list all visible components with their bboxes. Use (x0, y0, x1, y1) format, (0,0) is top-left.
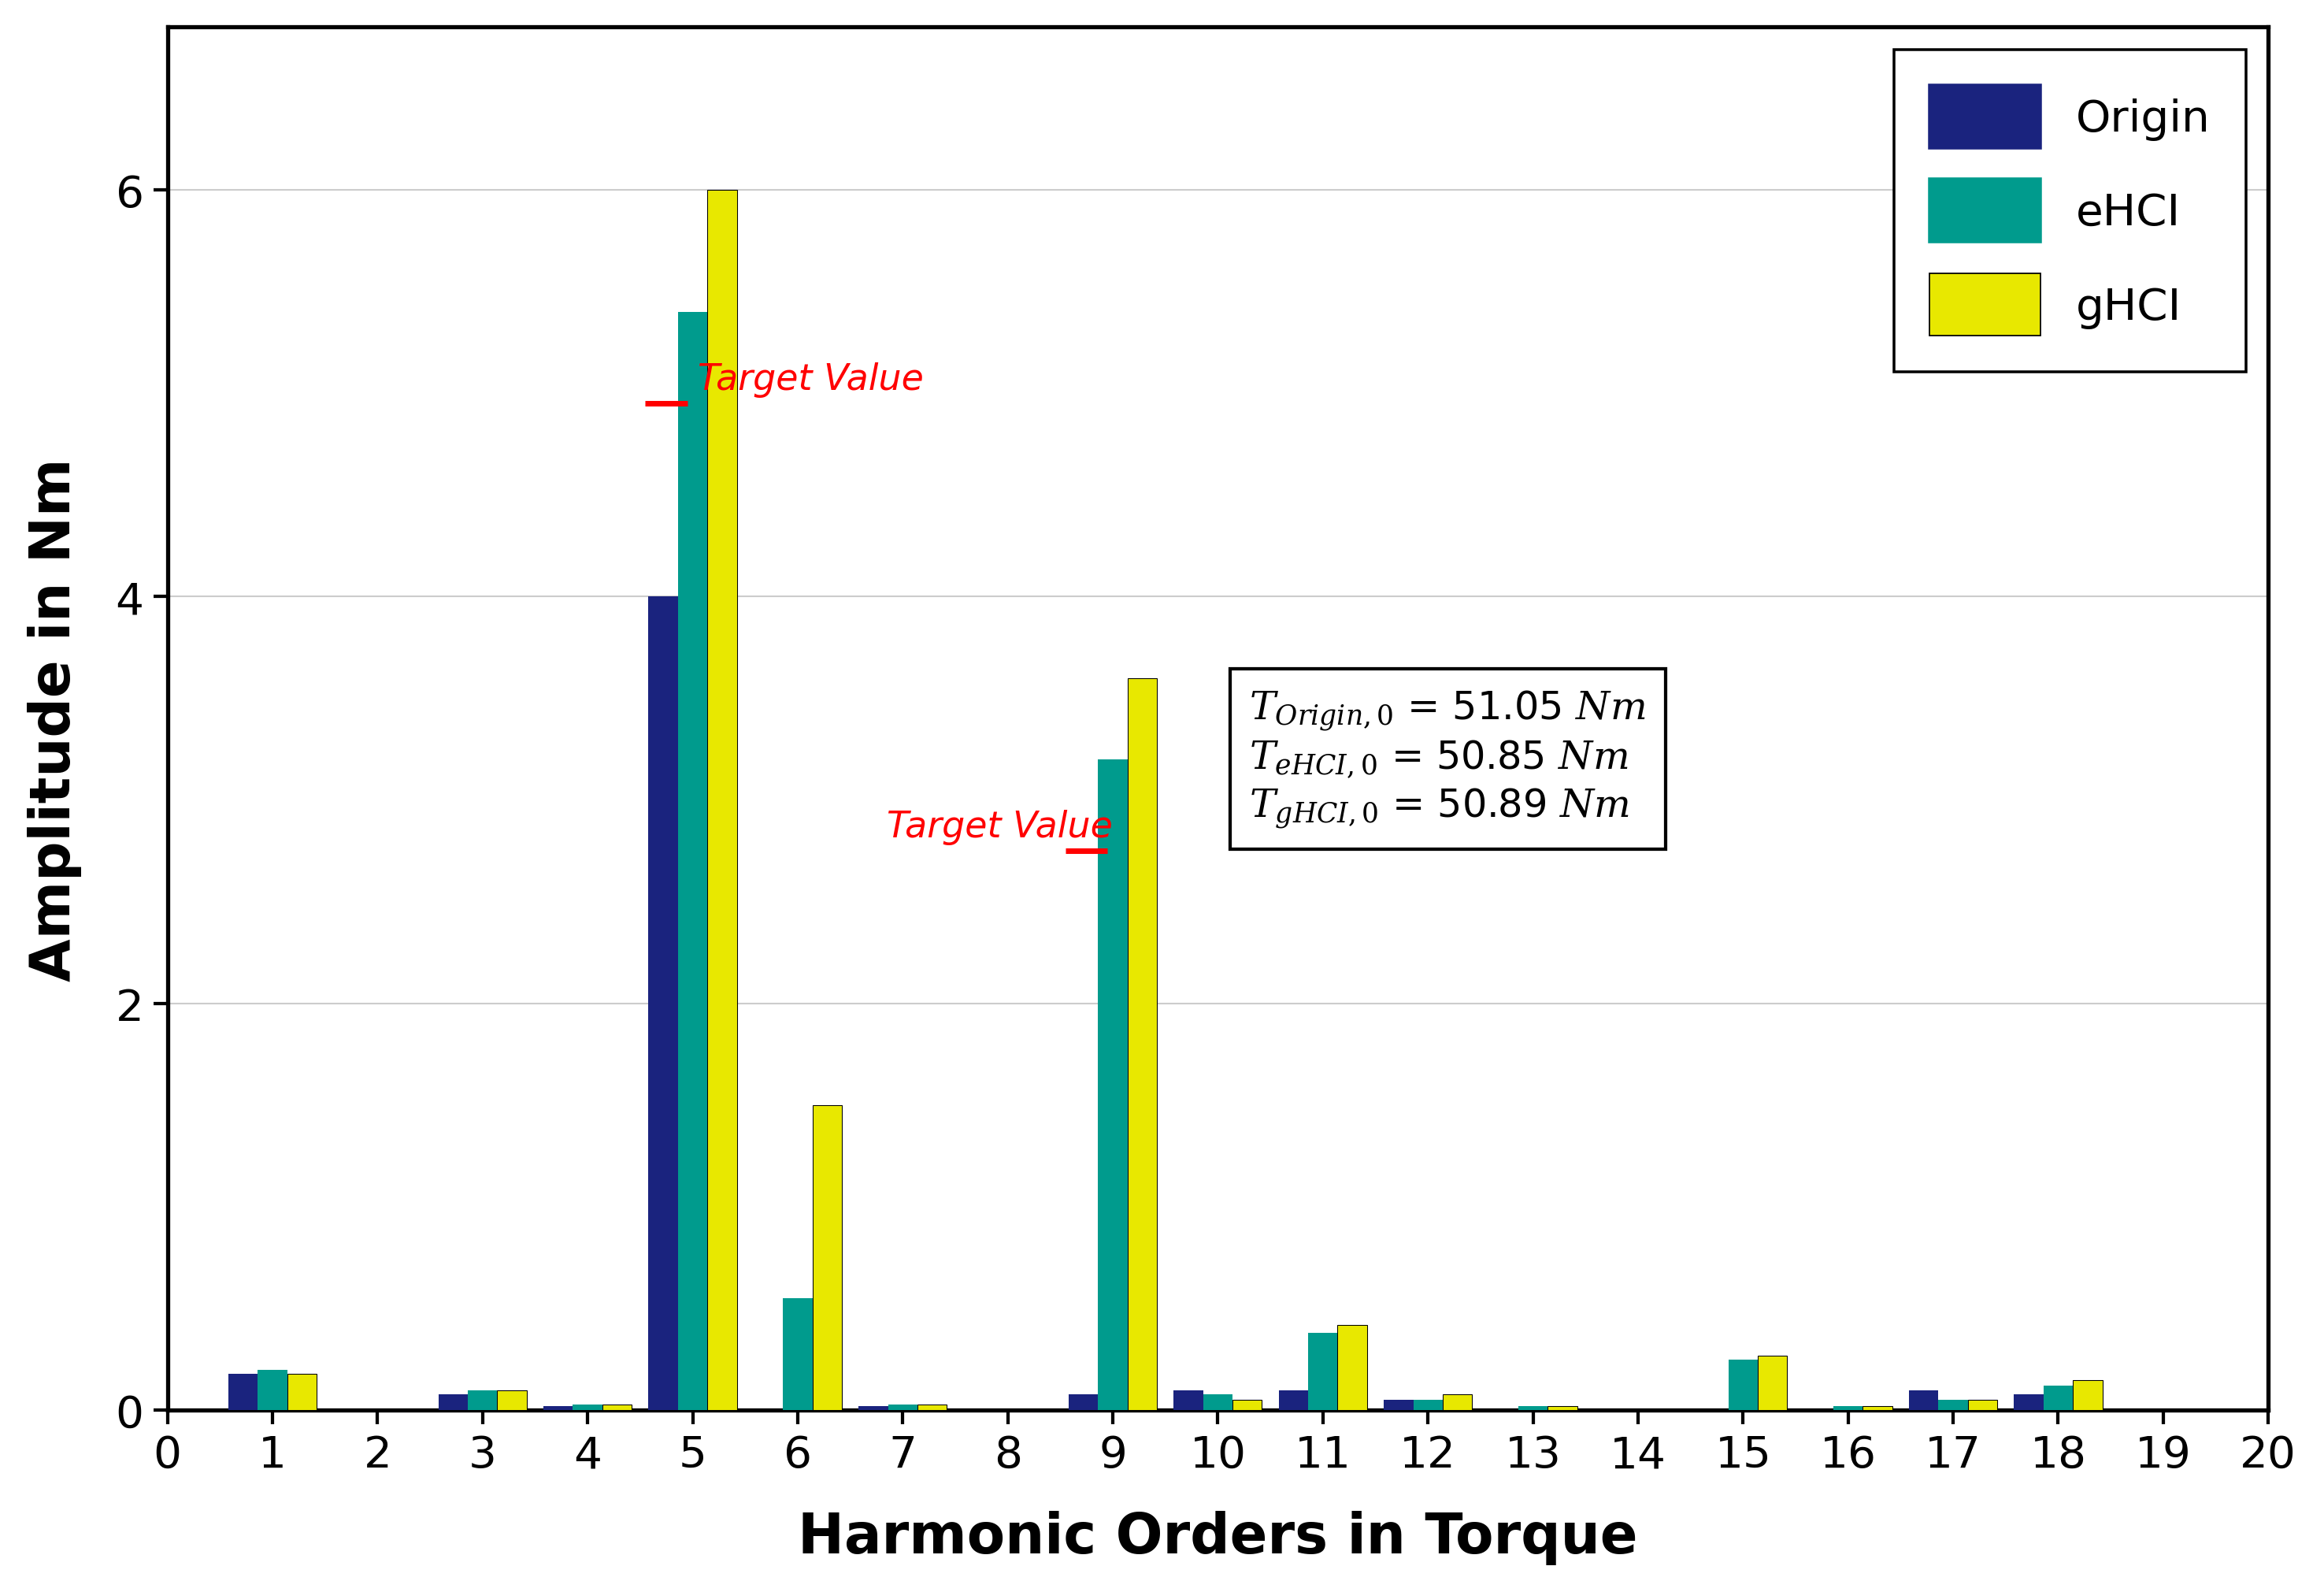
Bar (1834, 1406, 1862, 1411)
Bar (1968, 1401, 1996, 1411)
Bar (813, 1105, 841, 1411)
Bar (1336, 1325, 1367, 1411)
Bar (1938, 1401, 1968, 1411)
Bar (497, 1390, 528, 1411)
Bar (602, 1404, 632, 1411)
Bar (1383, 1401, 1413, 1411)
Bar (888, 1404, 918, 1411)
Bar (1518, 1406, 1548, 1411)
Bar (918, 1404, 946, 1411)
Text: Target Value: Target Value (888, 810, 1113, 845)
Bar (783, 1299, 813, 1411)
Bar (1174, 1390, 1204, 1411)
Bar (1069, 1395, 1097, 1411)
Bar (858, 1406, 888, 1411)
Y-axis label: Amplitude in Nm: Amplitude in Nm (28, 457, 81, 981)
Bar (1232, 1401, 1262, 1411)
Bar (228, 1374, 258, 1411)
Bar (1413, 1401, 1443, 1411)
Bar (1097, 759, 1127, 1411)
Bar (706, 191, 737, 1411)
Bar (2073, 1380, 2101, 1411)
Bar (439, 1395, 467, 1411)
Bar (1757, 1355, 1787, 1411)
Bar (1308, 1333, 1336, 1411)
Bar (648, 597, 679, 1411)
Bar (544, 1406, 572, 1411)
X-axis label: Harmonic Orders in Torque: Harmonic Orders in Torque (797, 1509, 1638, 1565)
Bar (1204, 1395, 1232, 1411)
Bar (1908, 1390, 1938, 1411)
Bar (2015, 1395, 2043, 1411)
Text: Target Value: Target Value (697, 363, 923, 398)
Bar (1127, 678, 1157, 1411)
Bar (572, 1404, 602, 1411)
Bar (679, 312, 706, 1411)
Bar (1862, 1406, 1892, 1411)
Bar (2043, 1387, 2073, 1411)
Bar (258, 1369, 288, 1411)
Bar (467, 1390, 497, 1411)
Bar (1278, 1390, 1308, 1411)
Bar (1443, 1395, 1471, 1411)
Legend: Origin, eHCI, gHCI: Origin, eHCI, gHCI (1894, 49, 2245, 373)
Bar (1548, 1406, 1578, 1411)
Bar (1729, 1360, 1757, 1411)
Text: $T_{Origin,0}$ = 51.05 $Nm$
$T_{eHCI,0}$ = 50.85 $Nm$
$T_{gHCI,0}$ = 50.89 $Nm$: $T_{Origin,0}$ = 51.05 $Nm$ $T_{eHCI,0}$… (1250, 689, 1645, 829)
Bar (288, 1374, 316, 1411)
